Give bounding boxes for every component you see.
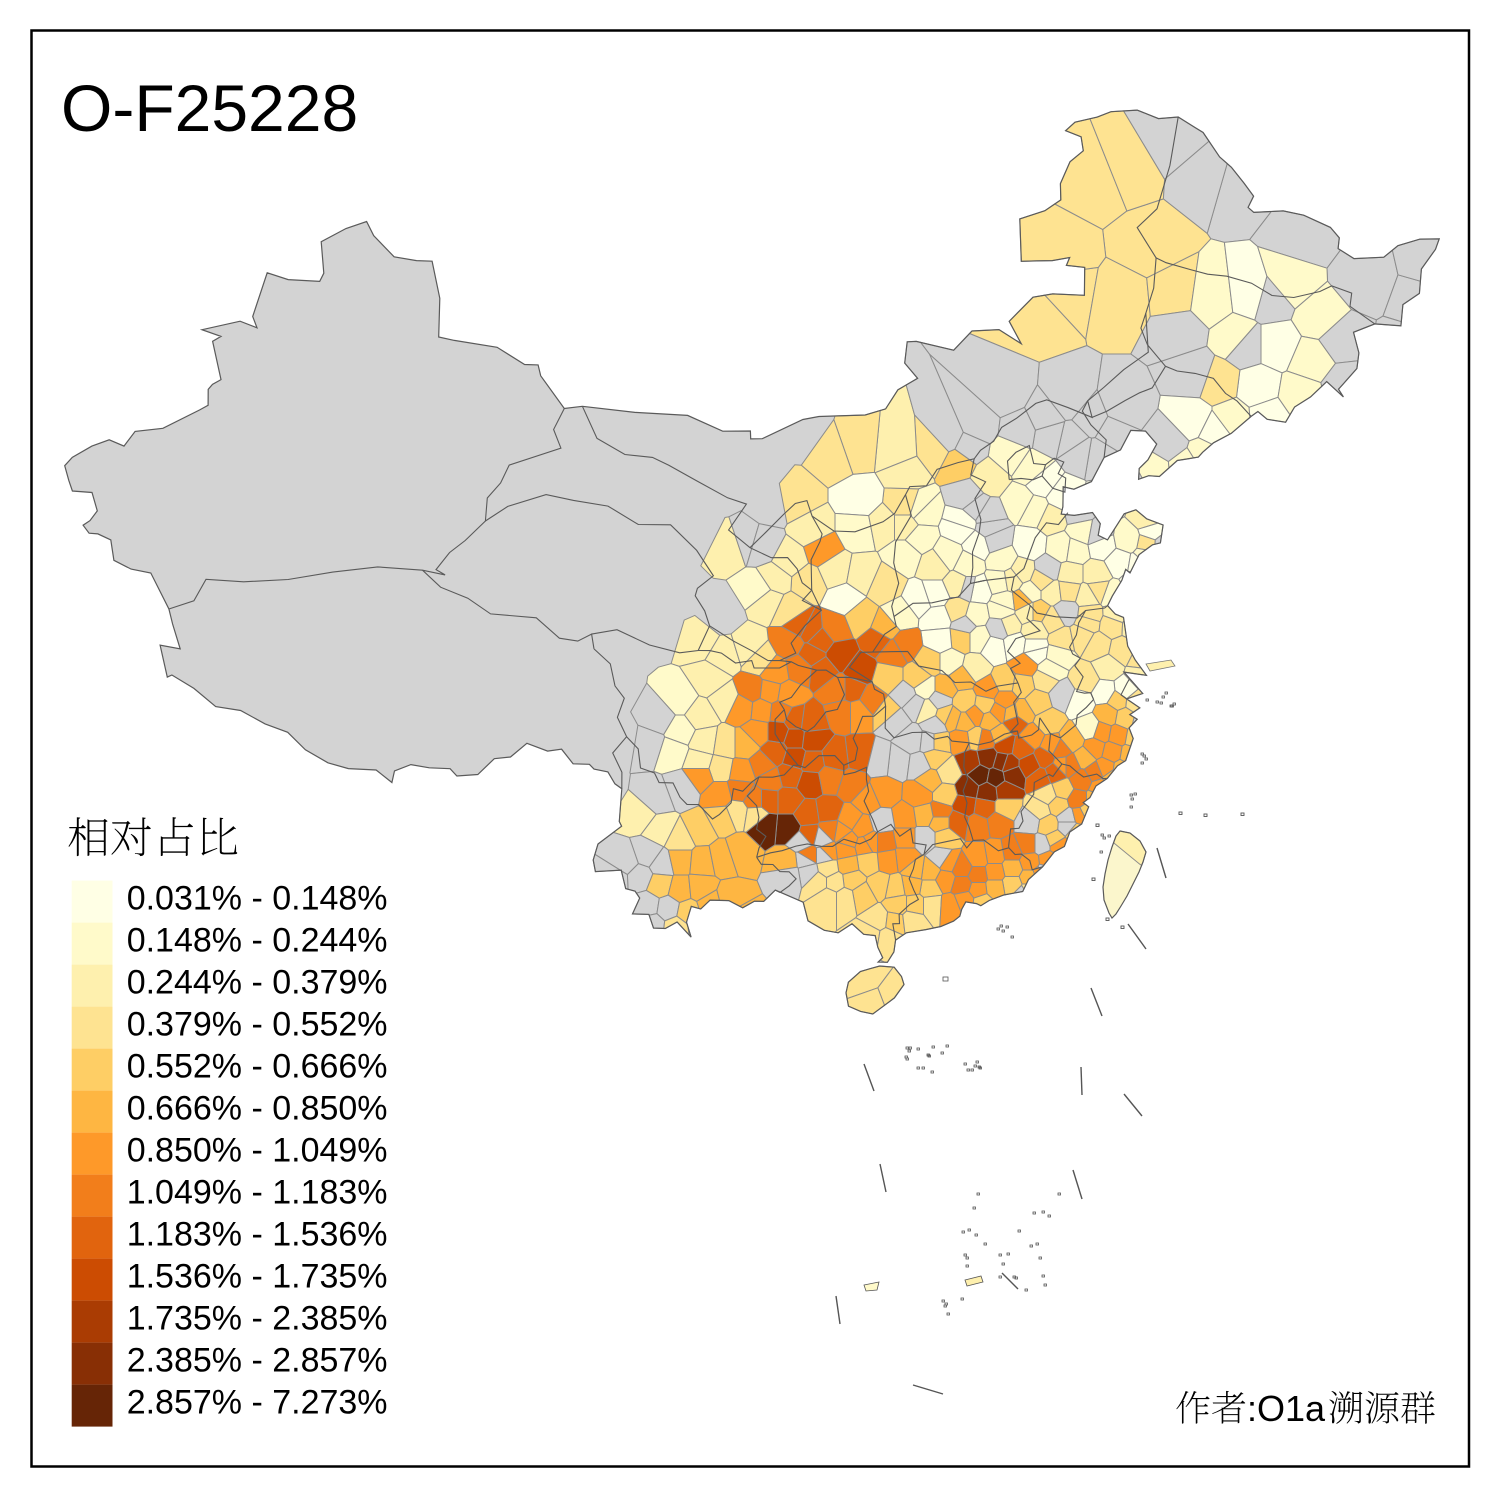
svg-text:0.379% - 0.552%: 0.379% - 0.552% [127, 1006, 388, 1044]
svg-text:1.735% - 2.385%: 1.735% - 2.385% [127, 1300, 388, 1338]
svg-text:2.385% - 2.857%: 2.385% - 2.857% [127, 1342, 388, 1380]
svg-text:1.183% - 1.536%: 1.183% - 1.536% [127, 1216, 388, 1254]
svg-text:2.857% - 7.273%: 2.857% - 7.273% [127, 1384, 388, 1422]
svg-text:0.244% - 0.379%: 0.244% - 0.379% [127, 964, 388, 1002]
svg-text:0.148% - 0.244%: 0.148% - 0.244% [127, 922, 388, 960]
svg-text:O-F25228: O-F25228 [61, 71, 358, 145]
svg-text:0.031% - 0.148%: 0.031% - 0.148% [127, 880, 388, 918]
svg-text:1.049% - 1.183%: 1.049% - 1.183% [127, 1174, 388, 1212]
svg-text::O1a: :O1a [1247, 1388, 1326, 1429]
svg-text:0.552% - 0.666%: 0.552% - 0.666% [127, 1048, 388, 1086]
svg-text:0.850% - 1.049%: 0.850% - 1.049% [127, 1132, 388, 1170]
svg-text:0.666% - 0.850%: 0.666% - 0.850% [127, 1090, 388, 1128]
svg-text:1.536% - 1.735%: 1.536% - 1.735% [127, 1258, 388, 1296]
